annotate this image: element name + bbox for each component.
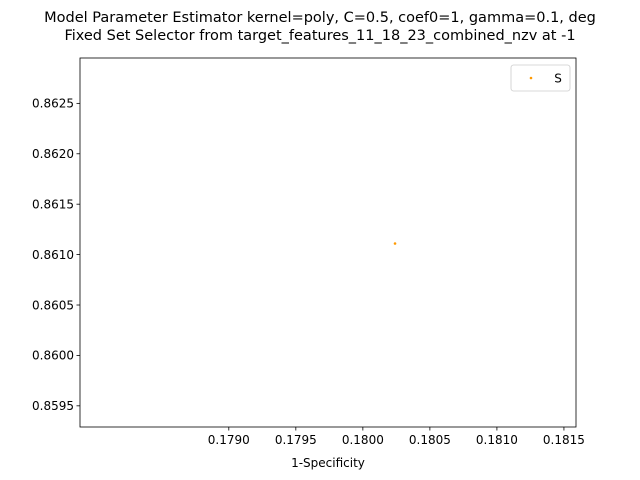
chart-title-line-1: Model Parameter Estimator kernel=poly, C… bbox=[44, 10, 596, 26]
chart-title-line-2: Fixed Set Selector from target_features_… bbox=[64, 28, 576, 44]
plot-frame bbox=[79, 57, 577, 428]
y-tick-label: 0.8615 bbox=[32, 197, 74, 211]
x-axis: 0.1790 0.1795 0.1800 0.1805 0.1810 0.1815 bbox=[208, 427, 585, 447]
legend-marker bbox=[529, 76, 533, 80]
x-tick-label: 0.1810 bbox=[476, 433, 518, 447]
legend: S bbox=[510, 64, 571, 92]
legend-box bbox=[510, 64, 571, 92]
x-tick-label: 0.1795 bbox=[275, 433, 317, 447]
y-tick-label: 0.8620 bbox=[32, 147, 74, 161]
legend-label: S bbox=[554, 71, 562, 85]
y-tick-label: 0.8610 bbox=[32, 248, 74, 262]
data-point bbox=[393, 242, 397, 245]
y-tick-label: 0.8605 bbox=[32, 298, 74, 312]
y-tick-label: 0.8600 bbox=[32, 349, 74, 363]
x-axis-label: 1-Specificity bbox=[291, 456, 365, 470]
y-tick-label: 0.8625 bbox=[32, 97, 74, 111]
x-tick-label: 0.1815 bbox=[543, 433, 585, 447]
x-tick-label: 0.1805 bbox=[409, 433, 451, 447]
y-axis: 0.8595 0.8600 0.8605 0.8610 0.8615 0.8620 0.86… bbox=[32, 97, 80, 413]
x-tick-label: 0.1790 bbox=[208, 433, 250, 447]
y-tick-label: 0.8595 bbox=[32, 399, 74, 413]
plot-area bbox=[79, 57, 577, 428]
data-points bbox=[393, 242, 397, 245]
x-tick-label: 0.1800 bbox=[342, 433, 384, 447]
